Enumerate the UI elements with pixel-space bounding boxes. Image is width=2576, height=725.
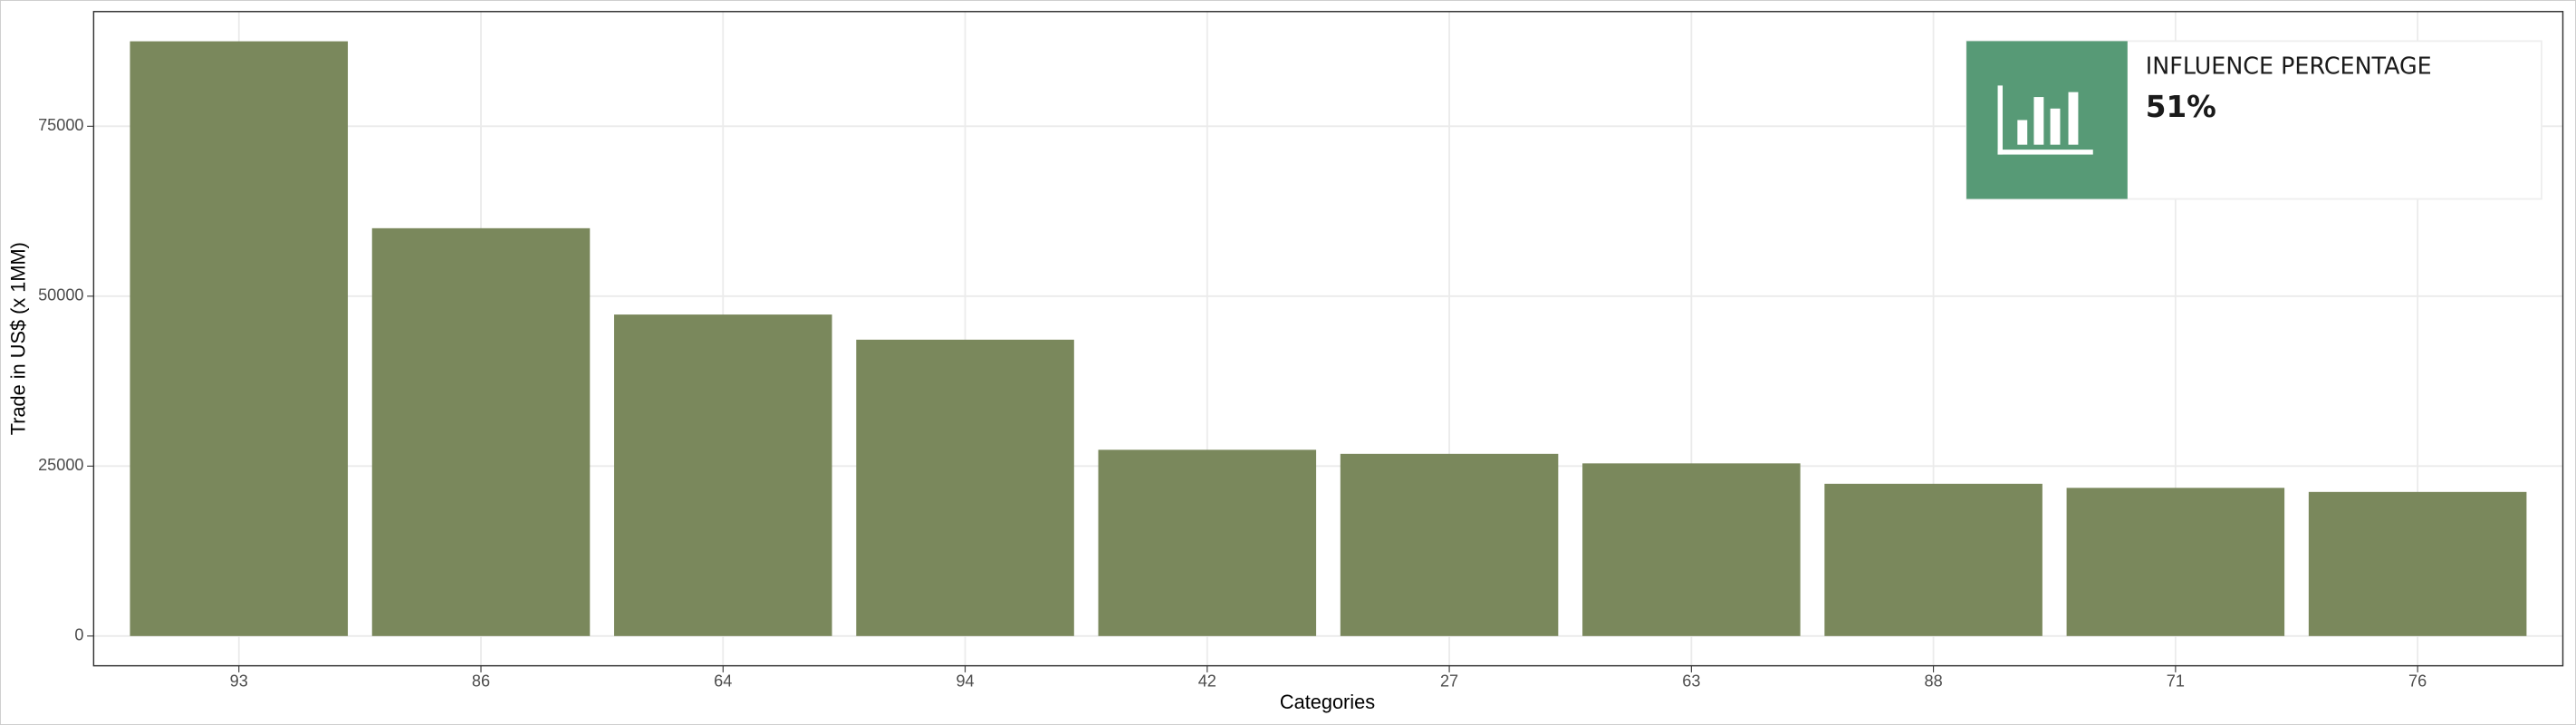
- bar: [2066, 488, 2285, 636]
- y-tick-label: 0: [74, 626, 83, 644]
- card-icon: [1997, 85, 2093, 155]
- panel-border: [92, 11, 2564, 667]
- bar: [856, 339, 1074, 636]
- x-tick-label: 86: [472, 672, 490, 691]
- x-tick-label: 93: [230, 672, 248, 691]
- x-tick-label: 71: [2167, 672, 2185, 691]
- y-tick-label: 50000: [38, 286, 83, 304]
- bar: [1582, 463, 1801, 636]
- x-tick-label: 88: [1925, 672, 1943, 691]
- card-value: 51%: [2146, 90, 2216, 124]
- card-icon-background: [1966, 41, 2128, 199]
- y-tick-label: 75000: [38, 116, 83, 134]
- bar: [614, 314, 832, 636]
- bar: [2308, 491, 2527, 636]
- bar: [1340, 453, 1559, 636]
- plot-area: 0 25000 50000 75000 93 86 64 94 42 27 63 88 71 76: [38, 11, 2564, 691]
- card-title: INFLUENCE PERCENTAGE: [2146, 52, 2432, 79]
- x-tick-label: 94: [956, 672, 974, 691]
- bar: [1824, 483, 2043, 636]
- x-axis-title: Categories: [1280, 691, 1375, 713]
- x-tick-label: 27: [1440, 672, 1458, 691]
- bar: [1098, 450, 1317, 636]
- info-card: INFLUENCE PERCENTAGE 51%: [1966, 40, 2542, 200]
- bar: [130, 41, 349, 636]
- y-tick-label: 25000: [38, 456, 83, 474]
- x-tick-label: 63: [1682, 672, 1700, 691]
- x-tick-label: 64: [714, 672, 732, 691]
- bar: [371, 227, 591, 636]
- y-axis-title: Trade in US$ (x 1MM): [7, 242, 30, 435]
- x-tick-label: 76: [2408, 672, 2427, 691]
- x-tick-label: 42: [1198, 672, 1216, 691]
